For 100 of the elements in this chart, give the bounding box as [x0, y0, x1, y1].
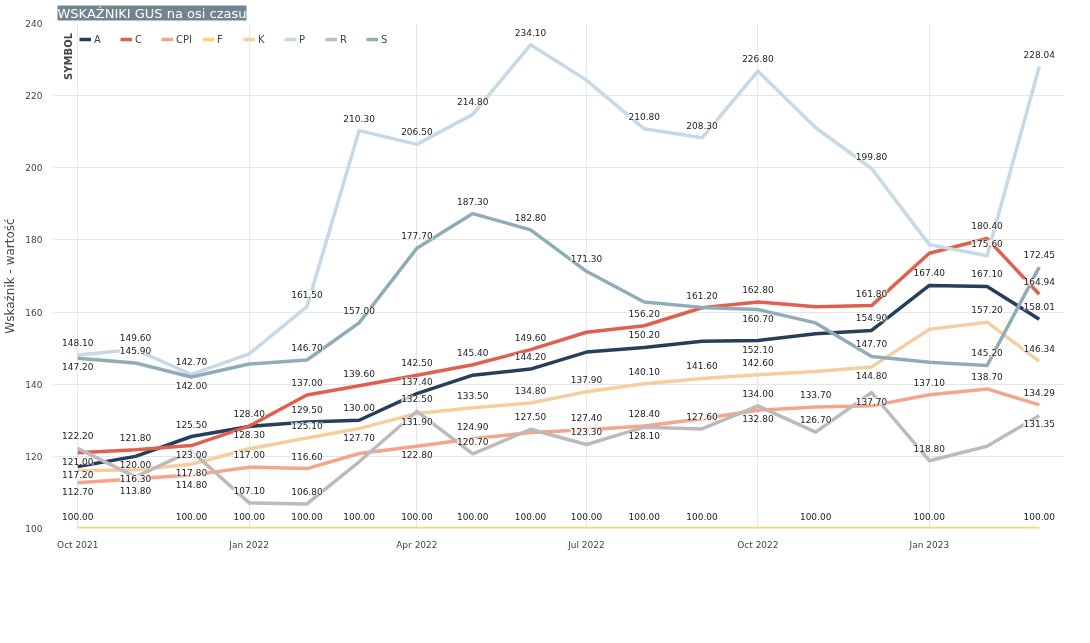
data-label: 187.30	[457, 196, 489, 207]
data-label: 161.80	[855, 288, 888, 299]
data-label: 112.70	[61, 486, 94, 497]
y-tick-label: 200	[25, 163, 43, 174]
legend-label: A	[94, 33, 102, 45]
data-label: 125.10	[291, 420, 323, 431]
y-tick-label: 160	[25, 307, 43, 318]
data-label: 144.80	[855, 370, 888, 381]
data-label: 127.70	[343, 432, 376, 443]
data-label: 100.00	[401, 511, 433, 522]
y-tick-label: 180	[25, 235, 43, 246]
legend-label: F	[217, 33, 224, 45]
data-label: 152.10	[742, 344, 774, 355]
data-label: 161.20	[686, 290, 719, 301]
data-label: 123.00	[175, 449, 208, 460]
data-label: 127.50	[514, 412, 547, 423]
data-label: 116.30	[119, 473, 152, 484]
data-label: 226.80	[742, 54, 774, 65]
data-label: 172.45	[1023, 250, 1056, 261]
data-label: 210.80	[628, 111, 661, 122]
x-tick-label: Jul 2022	[567, 539, 605, 550]
x-tick-label: Oct 2022	[737, 539, 779, 550]
data-label: 100.00	[457, 511, 489, 522]
data-label: 137.70	[855, 396, 888, 407]
data-label: 133.50	[457, 390, 489, 401]
data-label: 137.10	[913, 377, 946, 388]
data-label: 149.60	[119, 332, 152, 343]
data-label: 210.30	[343, 113, 376, 124]
data-label: 137.90	[570, 374, 603, 385]
data-label: 125.50	[175, 419, 208, 430]
data-label: 167.40	[913, 268, 946, 279]
data-label: 100.00	[799, 511, 832, 522]
data-label: 100.00	[343, 511, 376, 522]
data-label: 117.00	[233, 450, 266, 461]
data-label: 140.10	[628, 366, 661, 377]
legend-label: C	[135, 33, 143, 45]
data-label: 146.34	[1023, 344, 1056, 355]
data-label: 100.00	[628, 511, 661, 522]
data-label: 117.20	[61, 470, 94, 481]
data-label: 121.00	[61, 456, 94, 467]
data-label: 122.20	[61, 431, 94, 442]
data-label: 138.70	[971, 371, 1004, 382]
data-label: 214.80	[457, 97, 489, 108]
data-label: 228.04	[1023, 49, 1056, 60]
data-label: 128.10	[628, 431, 661, 442]
data-label: 121.80	[119, 432, 152, 443]
data-label: 154.90	[855, 313, 888, 324]
x-tick-label: Jan 2022	[228, 539, 269, 550]
data-label: 133.70	[799, 389, 832, 400]
data-label: 167.10	[971, 269, 1004, 280]
y-tick-label: 120	[25, 451, 43, 462]
data-label: 161.50	[291, 289, 323, 300]
legend-label: CPI	[176, 33, 193, 45]
data-label: 120.00	[119, 460, 152, 471]
data-label: 142.50	[401, 358, 433, 369]
data-label: 142.60	[742, 357, 774, 368]
data-label: 126.70	[799, 415, 832, 426]
legend-title: SYMBOL	[63, 33, 74, 80]
data-label: 145.90	[119, 345, 152, 356]
data-label: 134.80	[514, 385, 547, 396]
y-tick-label: 140	[25, 379, 43, 390]
data-label: 208.30	[686, 120, 719, 131]
data-label: 177.70	[401, 231, 433, 242]
data-label: 142.00	[175, 381, 208, 391]
legend-label: K	[258, 33, 266, 45]
data-label: 182.80	[514, 212, 547, 223]
data-label: 130.00	[343, 403, 376, 414]
data-label: 131.90	[401, 417, 433, 428]
chart-title: WSKAŹNIKI GUS na osi czasu	[57, 5, 247, 21]
data-label: 100.00	[1023, 511, 1056, 522]
data-label: 100.00	[291, 511, 323, 522]
y-tick-label: 220	[25, 91, 43, 102]
data-label: 106.80	[291, 486, 323, 497]
data-label: 147.70	[855, 339, 888, 350]
data-label: 132.80	[742, 414, 774, 425]
legend-label: R	[340, 33, 348, 45]
data-label: 100.00	[175, 511, 208, 522]
data-label: 180.40	[971, 221, 1004, 232]
data-label: 150.20	[628, 330, 661, 341]
legend-label: P	[299, 33, 307, 45]
data-label: 127.40	[570, 412, 603, 423]
data-label: 128.40	[233, 409, 266, 420]
data-label: 206.50	[401, 127, 433, 138]
data-label: 100.00	[570, 511, 603, 522]
legend-label: S	[381, 33, 389, 45]
data-label: 116.60	[291, 451, 323, 462]
data-label: 175.60	[971, 238, 1004, 249]
data-label: 128.40	[628, 409, 661, 420]
data-label: 149.60	[514, 332, 547, 343]
data-label: 100.00	[686, 511, 719, 522]
data-label: 100.00	[233, 511, 266, 522]
data-label: 234.10	[514, 27, 547, 38]
data-label: 137.40	[401, 376, 433, 387]
data-label: 134.00	[742, 388, 774, 399]
data-label: 127.60	[686, 411, 719, 422]
data-label: 131.35	[1023, 419, 1056, 430]
data-label: 132.50	[401, 394, 433, 405]
data-label: 199.80	[855, 151, 888, 162]
y-tick-label: 100	[25, 524, 43, 534]
y-axis-title: Wskaźnik - wartość	[3, 218, 18, 334]
